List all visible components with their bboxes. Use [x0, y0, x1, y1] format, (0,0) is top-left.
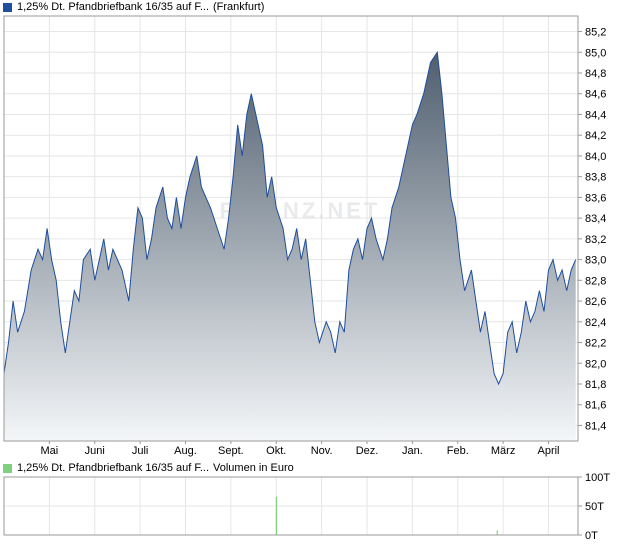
- price-chart-legend: 1,25% Dt. Pfandbriefbank 16/35 auf F... …: [3, 0, 264, 14]
- price-x-tick-label: Nov.: [311, 445, 333, 457]
- price-x-tick-label: Dez.: [356, 445, 379, 457]
- price-y-tick-label: 83,2: [585, 234, 606, 246]
- price-x-tick-label: Aug.: [174, 445, 197, 457]
- price-y-tick-label: 83,0: [585, 255, 606, 267]
- price-y-tick-label: 82,0: [585, 358, 606, 370]
- price-y-tick-label: 84,0: [585, 151, 606, 163]
- price-line: [3, 50, 577, 386]
- volume-y-axis: 0T 50T 100T: [578, 472, 610, 542]
- price-exchange-label: (Frankfurt): [213, 1, 265, 13]
- price-x-tick-label: Juni: [85, 445, 105, 457]
- price-x-tick-label: Juli: [132, 445, 149, 457]
- price-x-tick-label: Jan.: [402, 445, 423, 457]
- price-plot-frame: [3, 15, 579, 442]
- price-y-tick-label: 83,4: [585, 213, 606, 225]
- volume-series-name: 1,25% Dt. Pfandbriefbank 16/35 auf F...: [17, 462, 210, 474]
- volume-unit-label: Volumen in Euro: [213, 462, 294, 474]
- price-x-tick-label: April: [537, 445, 559, 457]
- volume-bars: [275, 496, 498, 535]
- volume-bar: [275, 496, 277, 535]
- price-x-tick-label: Sept.: [218, 445, 244, 457]
- price-y-tick-label: 82,6: [585, 296, 606, 308]
- price-x-tick-label: Okt.: [266, 445, 286, 457]
- price-y-tick-label: 82,8: [585, 275, 606, 287]
- price-y-tick-label: 83,8: [585, 172, 606, 184]
- price-y-tick-label: 84,8: [585, 68, 606, 80]
- price-y-tick-label: 81,8: [585, 379, 606, 391]
- price-area: [4, 52, 576, 442]
- volume-bar: [496, 530, 498, 535]
- price-y-tick-label: 83,6: [585, 192, 606, 204]
- price-x-axis: Mai Juni Juli Aug. Sept. Okt. Nov. Dez. Jan. Feb.…: [41, 441, 560, 457]
- price-y-tick-label: 84,6: [585, 89, 606, 101]
- price-y-tick-label: 82,4: [585, 317, 606, 329]
- price-series-name: 1,25% Dt. Pfandbriefbank 16/35 auf F...: [17, 1, 210, 13]
- price-series-swatch: [3, 2, 12, 12]
- price-y-tick-label: 81,4: [585, 420, 606, 432]
- price-y-tick-label: 82,2: [585, 338, 606, 350]
- price-y-tick-label: 85,0: [585, 47, 606, 59]
- volume-chart-legend: 1,25% Dt. Pfandbriefbank 16/35 auf F... …: [3, 461, 294, 475]
- price-y-tick-label: 84,4: [585, 109, 606, 121]
- price-y-tick-label: 85,2: [585, 27, 606, 39]
- volume-grid: [4, 476, 578, 536]
- volume-y-tick-label: 0T: [585, 530, 598, 542]
- volume-y-tick-label: 50T: [585, 501, 604, 513]
- volume-series-swatch: [3, 463, 12, 473]
- price-x-tick-label: Mai: [41, 445, 59, 457]
- price-y-tick-label: 84,2: [585, 130, 606, 142]
- price-x-tick-label: März: [491, 445, 515, 457]
- price-y-axis: 81,4 81,6 81,8 82,0 82,2 82,4 82,6 82,8 83,0 83,2…: [578, 27, 606, 432]
- volume-y-tick-label: 100T: [585, 472, 610, 484]
- price-y-tick-label: 81,6: [585, 400, 606, 412]
- price-x-tick-label: Feb.: [447, 445, 469, 457]
